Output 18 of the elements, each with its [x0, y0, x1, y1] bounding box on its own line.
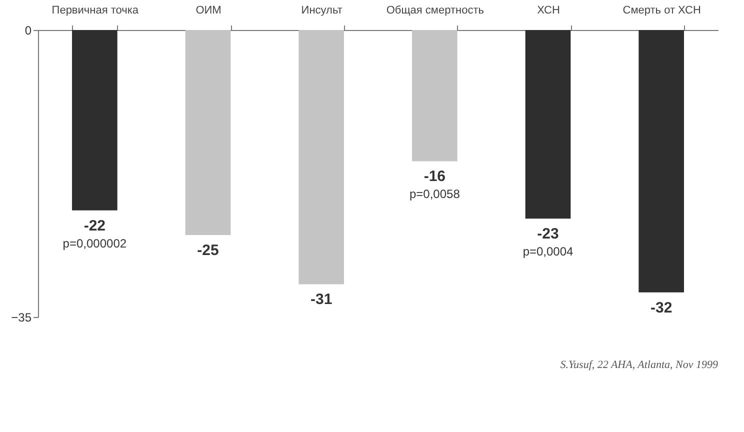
x-tick-label: Инсульт [301, 4, 342, 16]
annotation: p=0,0004 [522, 244, 574, 259]
data-label: -32 [650, 299, 672, 316]
y-tick-label: 0 [24, 24, 32, 38]
annotation: p=0,0058 [409, 187, 460, 202]
y-tick-label: −35 [11, 310, 32, 324]
x-tick-label: ХСН [537, 4, 560, 16]
data-label: -22 [84, 217, 106, 234]
x-tick-label: ОИМ [196, 4, 222, 16]
text: S.Yusuf, 22 AHA, Atlanta, Nov 1999 [560, 359, 718, 371]
x-tick-label: Общая смертность [386, 4, 484, 16]
annotation: p=0,000002 [62, 236, 127, 250]
data-label: -25 [197, 242, 219, 259]
data-label: -16 [424, 168, 446, 186]
x-tick-label: Смерть от ХСН [622, 4, 701, 16]
x-tick-label: Первичная точка [52, 4, 140, 16]
data-label: -31 [310, 291, 332, 308]
data-label: -23 [537, 226, 559, 243]
